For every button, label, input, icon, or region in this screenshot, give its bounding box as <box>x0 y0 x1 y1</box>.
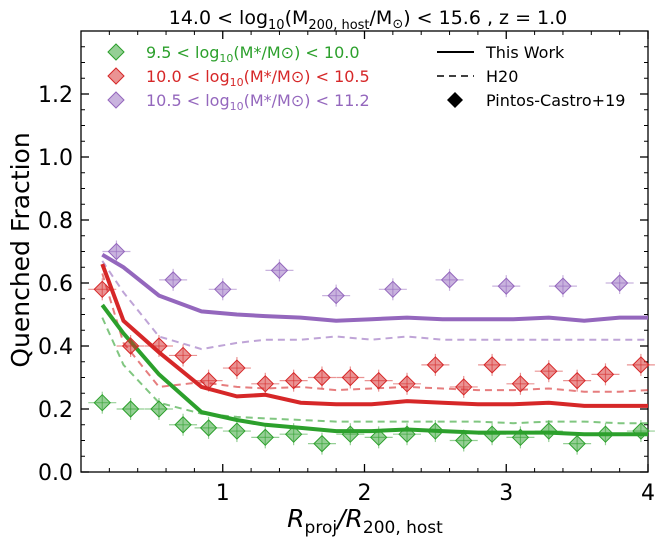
observation-point <box>563 369 592 392</box>
legend-diamond-marker <box>107 43 125 61</box>
legend-diamond-marker <box>107 67 125 85</box>
observation-point <box>144 398 173 420</box>
x-tick-label: 4 <box>641 481 655 506</box>
observation-point <box>506 372 535 395</box>
observation-point <box>364 369 393 392</box>
observation-point <box>251 426 280 449</box>
observation-point <box>393 423 422 446</box>
observation-point <box>478 423 507 446</box>
observation-point <box>194 416 223 439</box>
observation-point <box>435 268 464 291</box>
legend-mass-bin-label: 9.5 < log10(M*/M⊙) < 10.0 <box>146 43 360 65</box>
observation-point <box>116 398 145 420</box>
this-work-lines <box>100 252 648 437</box>
y-tick-label: 0.8 <box>38 209 73 234</box>
observation-point <box>336 366 365 389</box>
pintos-castro-points <box>88 240 655 455</box>
h20-series-line <box>101 260 648 351</box>
legend-style-label: H20 <box>486 67 518 86</box>
y-tick-label: 0.6 <box>38 272 73 297</box>
x-axis-label: Rproj/R200, host <box>287 504 443 538</box>
legend-line-styles: This Work H20 Pintos-Castro+19 <box>437 43 625 110</box>
legend-mass-bin-label: 10.5 < log10(M*/M⊙) < 11.2 <box>146 91 370 113</box>
axis-ticks: 1 2 3 4 0.0 0.2 0.4 0.6 0.8 1.0 1.2 <box>38 31 655 506</box>
observation-point <box>492 275 521 298</box>
observation-point <box>307 366 336 389</box>
legend-style-label: Pintos-Castro+19 <box>486 91 625 110</box>
y-tick-label: 0.4 <box>38 335 73 360</box>
observation-point <box>265 259 294 282</box>
observation-point <box>378 278 407 301</box>
observation-point <box>88 278 117 301</box>
legend-mass-bins: 9.5 < log10(M*/M⊙) < 10.010.0 < log10(M*… <box>107 43 370 113</box>
h20-lines <box>101 260 649 425</box>
observation-point <box>605 272 634 294</box>
observation-point <box>279 369 308 392</box>
observation-point <box>222 357 251 380</box>
this-work-series-line <box>100 303 648 437</box>
legend-style-label: This Work <box>485 43 565 62</box>
legend-diamond-marker <box>107 91 125 109</box>
y-tick-label: 1.0 <box>38 146 73 171</box>
observation-point <box>449 429 478 452</box>
observation-point <box>534 360 563 383</box>
observation-point <box>336 423 365 446</box>
y-tick-label: 1.2 <box>38 83 73 108</box>
observation-point <box>591 423 620 446</box>
chart-title: 14.0 < log10(M200, host/M⊙) < 15.6 , z =… <box>169 7 568 33</box>
this-work-series-line <box>101 252 648 323</box>
observation-point <box>208 278 237 301</box>
observation-point <box>194 369 223 392</box>
observation-point <box>449 375 478 398</box>
observation-point <box>626 420 655 443</box>
y-tick-label: 0.2 <box>38 398 73 423</box>
observation-point <box>144 335 173 357</box>
observation-point <box>421 420 450 443</box>
h20-series-line <box>101 273 649 393</box>
observation-point <box>88 391 117 414</box>
observation-point <box>393 372 422 395</box>
observation-point <box>116 335 145 357</box>
observation-point <box>222 420 251 443</box>
x-tick-label: 3 <box>499 481 513 506</box>
h20-series-line <box>101 317 648 425</box>
observation-point <box>421 353 450 376</box>
legend-diamond-swatch <box>447 92 463 108</box>
observation-point <box>159 268 188 291</box>
observation-point <box>251 372 280 395</box>
observation-point <box>307 432 336 455</box>
observation-point <box>548 275 577 298</box>
observation-point <box>279 423 308 446</box>
observation-point <box>102 240 131 263</box>
observation-point <box>478 353 507 376</box>
observation-point <box>169 344 198 367</box>
x-tick-label: 2 <box>358 481 372 506</box>
observation-point <box>322 284 351 307</box>
observation-point <box>169 413 198 436</box>
observation-point <box>626 353 655 376</box>
observation-point <box>534 420 563 443</box>
observation-point <box>591 363 620 386</box>
x-tick-label: 1 <box>216 481 230 506</box>
y-tick-label: 0.0 <box>38 461 73 486</box>
observation-point <box>563 432 592 455</box>
observation-point <box>506 426 535 449</box>
observation-point <box>364 426 393 449</box>
this-work-series-line <box>100 263 648 408</box>
y-axis-label: Quenched Fraction <box>6 132 35 367</box>
legend-mass-bin-label: 10.0 < log10(M*/M⊙) < 10.5 <box>146 67 370 89</box>
